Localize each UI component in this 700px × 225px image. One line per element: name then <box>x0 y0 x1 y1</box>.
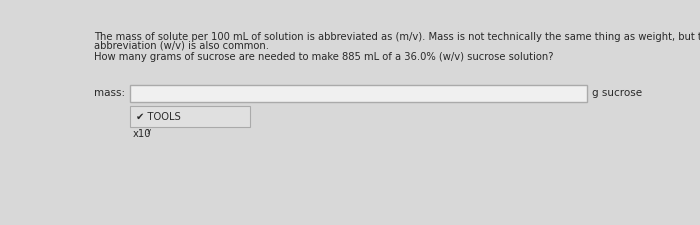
Text: ✔ TOOLS: ✔ TOOLS <box>136 112 181 122</box>
Text: y: y <box>147 128 151 134</box>
Text: The mass of solute per 100 mL of solution is abbreviated as (m/v). Mass is not t: The mass of solute per 100 mL of solutio… <box>94 32 700 42</box>
Text: mass:: mass: <box>94 88 125 98</box>
Text: How many grams of sucrose are needed to make 885 mL of a 36.0% (w/v) sucrose sol: How many grams of sucrose are needed to … <box>94 52 553 62</box>
Text: abbreviation (w/v) is also common.: abbreviation (w/v) is also common. <box>94 41 269 51</box>
Text: x10: x10 <box>132 129 151 139</box>
FancyBboxPatch shape <box>130 106 251 127</box>
FancyBboxPatch shape <box>130 85 587 102</box>
Text: g sucrose: g sucrose <box>592 88 642 98</box>
